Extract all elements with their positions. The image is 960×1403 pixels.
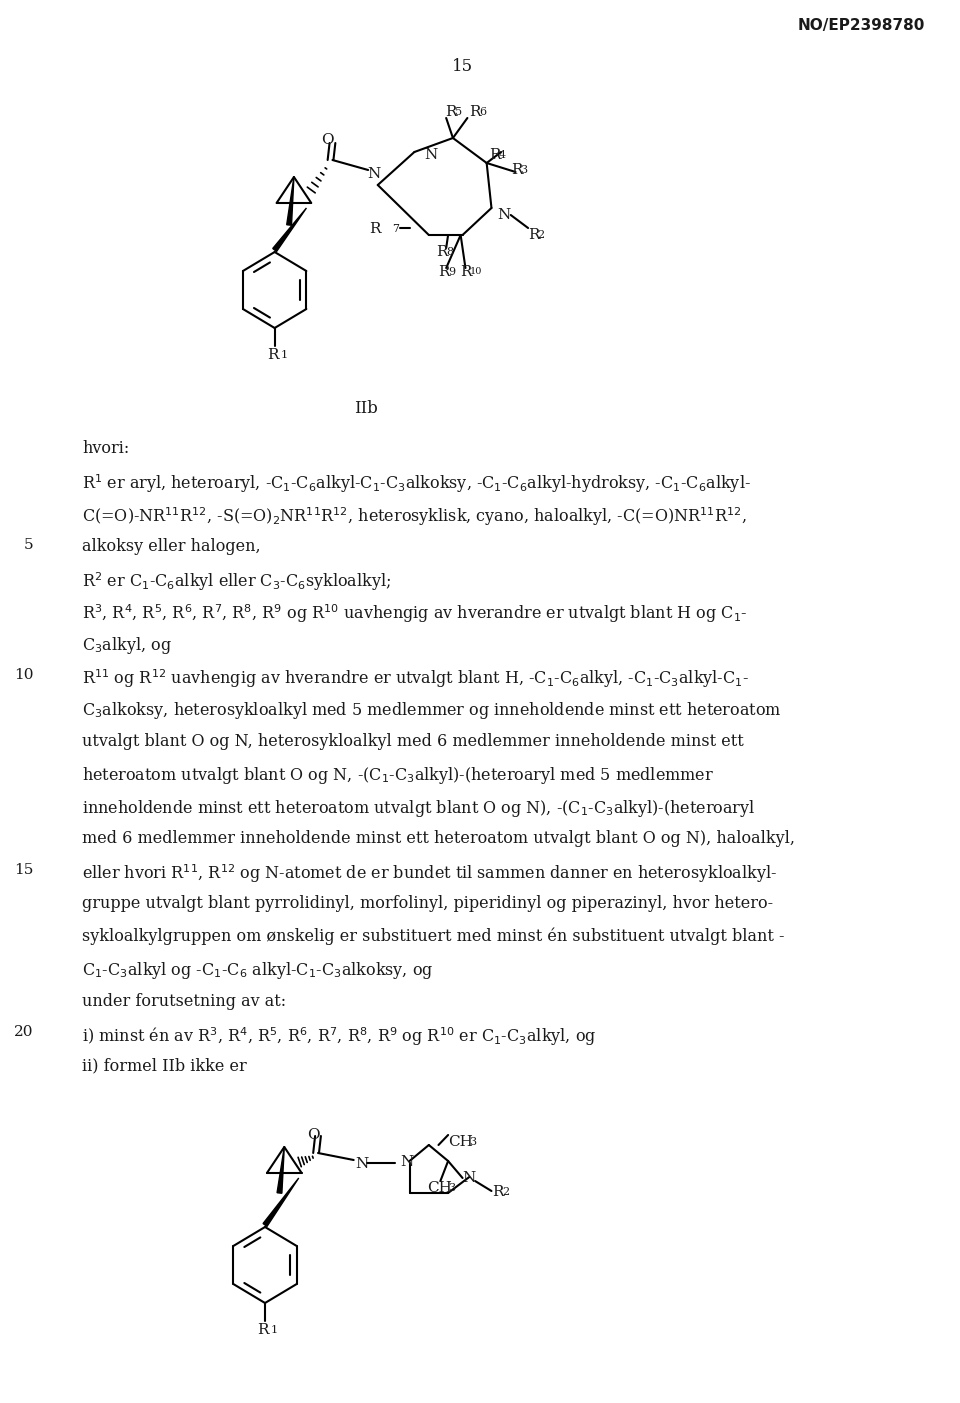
- Text: O: O: [322, 133, 334, 147]
- Text: alkoksy eller halogen,: alkoksy eller halogen,: [82, 537, 260, 554]
- Text: 6: 6: [479, 107, 486, 116]
- Text: R$^2$ er C$_1$-C$_6$alkyl eller C$_3$-C$_6$sykloalkyl;: R$^2$ er C$_1$-C$_6$alkyl eller C$_3$-C$…: [82, 570, 392, 592]
- Text: 2: 2: [538, 230, 545, 240]
- Text: 1: 1: [280, 349, 288, 361]
- Text: sykloalkylgruppen om ønskelig er substituert med minst én substituent utvalgt bl: sykloalkylgruppen om ønskelig er substit…: [82, 927, 784, 946]
- Text: under forutsetning av at:: under forutsetning av at:: [82, 992, 286, 1010]
- Text: heteroatom utvalgt blant O og N, -(C$_1$-C$_3$alkyl)-(heteroaryl med 5 medlemmer: heteroatom utvalgt blant O og N, -(C$_1$…: [82, 765, 714, 786]
- Text: 3: 3: [448, 1183, 455, 1193]
- Text: R: R: [445, 105, 457, 119]
- Text: R: R: [469, 105, 481, 119]
- Text: R: R: [370, 222, 381, 236]
- Text: R: R: [257, 1323, 269, 1337]
- Text: IIb: IIb: [354, 400, 378, 417]
- Text: N: N: [497, 208, 511, 222]
- Text: utvalgt blant O og N, heterosykloalkyl med 6 medlemmer inneholdende minst ett: utvalgt blant O og N, heterosykloalkyl m…: [82, 732, 744, 749]
- Text: N: N: [400, 1155, 413, 1169]
- Text: inneholdende minst ett heteroatom utvalgt blant O og N), -(C$_1$-C$_3$alkyl)-(he: inneholdende minst ett heteroatom utvalg…: [82, 797, 756, 818]
- Text: gruppe utvalgt blant pyrrolidinyl, morfolinyl, piperidinyl og piperazinyl, hvor : gruppe utvalgt blant pyrrolidinyl, morfo…: [82, 895, 773, 912]
- Text: C$_1$-C$_3$alkyl og -C$_1$-C$_6$ alkyl-C$_1$-C$_3$alkoksy, og: C$_1$-C$_3$alkyl og -C$_1$-C$_6$ alkyl-C…: [82, 960, 433, 981]
- Text: 2: 2: [502, 1187, 509, 1197]
- Text: 10: 10: [14, 668, 34, 682]
- Text: 7: 7: [393, 224, 399, 234]
- Text: 8: 8: [446, 247, 453, 257]
- Text: C$_3$alkyl, og: C$_3$alkyl, og: [82, 636, 172, 657]
- Text: 1: 1: [271, 1324, 277, 1336]
- Text: i) minst én av R$^3$, R$^4$, R$^5$, R$^6$, R$^7$, R$^8$, R$^9$ og R$^{10}$ er C$: i) minst én av R$^3$, R$^4$, R$^5$, R$^6…: [82, 1026, 596, 1048]
- Polygon shape: [287, 177, 294, 226]
- Text: CH: CH: [427, 1181, 452, 1195]
- Text: C(=O)-NR$^{11}$R$^{12}$, -S(=O)$_2$NR$^{11}$R$^{12}$, heterosyklisk, cyano, halo: C(=O)-NR$^{11}$R$^{12}$, -S(=O)$_2$NR$^{…: [82, 505, 747, 528]
- Text: 3: 3: [469, 1136, 476, 1148]
- Text: 15: 15: [452, 58, 473, 74]
- Text: R: R: [528, 229, 540, 241]
- Text: 3: 3: [520, 166, 527, 175]
- Polygon shape: [263, 1179, 299, 1226]
- Text: CH: CH: [448, 1135, 473, 1149]
- Text: R$^1$ er aryl, heteroaryl, -C$_1$-C$_6$alkyl-C$_1$-C$_3$alkoksy, -C$_1$-C$_6$alk: R$^1$ er aryl, heteroaryl, -C$_1$-C$_6$a…: [82, 473, 751, 495]
- Text: ii) formel IIb ikke er: ii) formel IIb ikke er: [82, 1058, 247, 1075]
- Text: med 6 medlemmer inneholdende minst ett heteroatom utvalgt blant O og N), haloalk: med 6 medlemmer inneholdende minst ett h…: [82, 831, 795, 847]
- Text: R: R: [267, 348, 278, 362]
- Text: 15: 15: [14, 863, 34, 877]
- Text: N: N: [424, 147, 438, 161]
- Polygon shape: [273, 208, 306, 251]
- Text: 4: 4: [499, 150, 506, 160]
- Text: 10: 10: [470, 267, 483, 276]
- Text: R: R: [461, 265, 472, 279]
- Text: N: N: [368, 167, 380, 181]
- Text: C$_3$alkoksy, heterosykloalkyl med 5 medlemmer og inneholdende minst ett heteroa: C$_3$alkoksy, heterosykloalkyl med 5 med…: [82, 700, 781, 721]
- Text: O: O: [307, 1128, 320, 1142]
- Text: R: R: [511, 163, 522, 177]
- Text: 5: 5: [24, 537, 34, 551]
- Text: R$^3$, R$^4$, R$^5$, R$^6$, R$^7$, R$^8$, R$^9$ og R$^{10}$ uavhengig av hverand: R$^3$, R$^4$, R$^5$, R$^6$, R$^7$, R$^8$…: [82, 602, 747, 626]
- Text: R: R: [490, 147, 501, 161]
- Text: 9: 9: [448, 267, 455, 276]
- Text: R$^{11}$ og R$^{12}$ uavhengig av hverandre er utvalgt blant H, -C$_1$-C$_6$alky: R$^{11}$ og R$^{12}$ uavhengig av hveran…: [82, 668, 749, 690]
- Text: R: R: [492, 1186, 504, 1200]
- Text: N: N: [463, 1172, 476, 1186]
- Text: eller hvori R$^{11}$, R$^{12}$ og N-atomet de er bundet til sammen danner en het: eller hvori R$^{11}$, R$^{12}$ og N-atom…: [82, 863, 777, 885]
- Text: R: R: [437, 246, 448, 260]
- Polygon shape: [277, 1148, 284, 1194]
- Text: 20: 20: [14, 1026, 34, 1040]
- Text: hvori:: hvori:: [82, 441, 130, 457]
- Text: R: R: [439, 265, 450, 279]
- Text: 5: 5: [455, 107, 462, 116]
- Text: N: N: [355, 1157, 368, 1172]
- Text: NO/EP2398780: NO/EP2398780: [798, 18, 925, 34]
